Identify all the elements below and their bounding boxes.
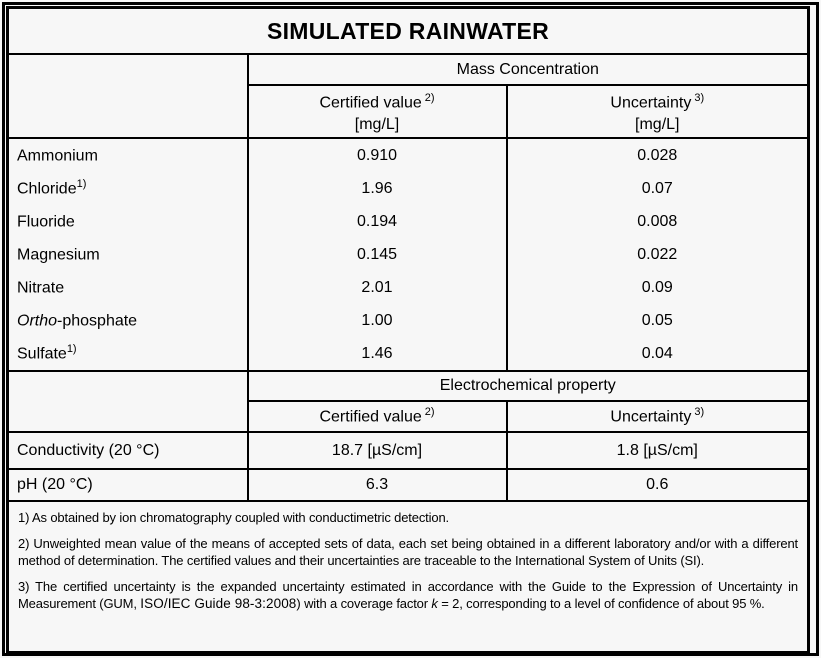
analyte-name: Fluoride xyxy=(17,213,75,231)
certified-value: 1.00 xyxy=(246,304,507,337)
footnote-ref-2: 2) xyxy=(424,406,435,419)
table-row-chloride: Chloride1) 1.96 0.07 xyxy=(8,172,809,205)
footnote-2: 2) Unweighted mean value of the means of… xyxy=(18,536,799,568)
uncertainty-value: 1.8 [µS/cm] xyxy=(505,431,809,469)
certified-value: 0.910 xyxy=(246,137,507,172)
footnotes-section: 1) As obtained by ion chromatography cou… xyxy=(7,500,809,653)
iso-guide-reference: ISO/IEC Guide 98-3:2008 xyxy=(140,596,297,611)
uncertainty-value: 0.008 xyxy=(505,205,809,238)
analyte-name: Sulfate1) xyxy=(17,343,77,363)
property-name: pH (20 °C) xyxy=(7,468,248,501)
certified-value: 1.46 xyxy=(246,337,507,371)
certified-value: 18.7 [µS/cm] xyxy=(246,431,507,469)
analyte-name: Ortho-phosphate xyxy=(17,312,138,330)
electro-subheader-row: Certified value 2) Uncertainty 3) xyxy=(8,400,809,432)
footnote-3: 3) The certified uncertainty is the expa… xyxy=(18,579,799,611)
property-name: Conductivity (20 °C) xyxy=(7,431,248,469)
table-row-sulfate: Sulfate1) 1.46 0.04 xyxy=(8,337,809,371)
table-row-conductivity: Conductivity (20 °C) 18.7 [µS/cm] 1.8 [µ… xyxy=(7,431,809,469)
empty-corner-cell xyxy=(7,370,248,432)
uncertainty-value: 0.028 xyxy=(505,137,809,172)
uncertainty-value: 0.09 xyxy=(505,271,809,304)
certified-value: 2.01 xyxy=(246,271,507,304)
electrochemical-property-header: Electrochemical property xyxy=(246,370,809,401)
table-row-nitrate: Nitrate 2.01 0.09 xyxy=(8,271,809,304)
table-row-fluoride: Fluoride 0.194 0.008 xyxy=(8,205,809,238)
certified-value-unit: [mg/L] xyxy=(354,116,400,134)
uncertainty-label: Uncertainty xyxy=(610,408,692,426)
uncertainty-value: 0.022 xyxy=(505,238,809,271)
table-row-ammonium: Ammonium 0.910 0.028 xyxy=(7,137,809,172)
footnote-ref-1: 1) xyxy=(66,343,77,356)
mass-subheader-row: Certified value 2) [mg/L] Uncertainty 3) [… xyxy=(8,84,809,138)
coverage-factor-k: k xyxy=(431,596,438,611)
page-title: SIMULATED RAINWATER xyxy=(266,17,550,44)
footnote-ref-2: 2) xyxy=(424,91,435,104)
footnote-ref-3: 3) xyxy=(694,406,705,419)
table-row-ortho-phosphate: Ortho-phosphate 1.00 0.05 xyxy=(8,304,809,337)
uncertainty-unit: [mg/L] xyxy=(635,116,680,134)
table-row-ph: pH (20 °C) 6.3 0.6 xyxy=(7,468,809,501)
mass-certified-value-header: Certified value 2) [mg/L] xyxy=(246,84,507,138)
certified-value-label: Certified value xyxy=(319,94,422,112)
uncertainty-value: 0.07 xyxy=(505,172,809,205)
certificate-table: SIMULATED RAINWATER Mass Concentration C… xyxy=(6,6,811,654)
uncertainty-value: 0.04 xyxy=(505,337,809,371)
electro-section-header-row: Electrochemical property xyxy=(7,370,809,432)
electro-certified-value-header: Certified value 2) xyxy=(246,400,507,432)
electro-uncertainty-header: Uncertainty 3) xyxy=(505,400,809,432)
analyte-name: Ammonium xyxy=(7,137,248,172)
footnote-ref-1: 1) xyxy=(76,178,87,191)
certified-value-label: Certified value xyxy=(319,408,422,426)
footnotes-row: 1) As obtained by ion chromatography cou… xyxy=(7,500,809,653)
empty-corner-cell xyxy=(7,53,248,138)
uncertainty-label: Uncertainty xyxy=(610,94,692,112)
uncertainty-value: 0.6 xyxy=(505,468,809,501)
footnote-ref-3: 3) xyxy=(694,91,705,104)
analyte-name: Chloride1) xyxy=(17,178,87,198)
analyte-name: Nitrate xyxy=(17,279,65,297)
table-row-magnesium: Magnesium 0.145 0.022 xyxy=(8,238,809,271)
mass-concentration-header: Mass Concentration xyxy=(246,53,809,85)
certified-value: 1.96 xyxy=(246,172,507,205)
uncertainty-value: 0.05 xyxy=(505,304,809,337)
certified-value: 0.145 xyxy=(246,238,507,271)
mass-section-header-row: Mass Concentration xyxy=(7,53,809,138)
title-row: SIMULATED RAINWATER xyxy=(8,8,809,55)
footnote-1: 1) As obtained by ion chromatography cou… xyxy=(18,510,450,525)
analyte-name: Magnesium xyxy=(17,246,100,264)
mass-uncertainty-header: Uncertainty 3) [mg/L] xyxy=(505,84,809,138)
certified-value: 0.194 xyxy=(246,205,507,238)
certified-value: 6.3 xyxy=(246,468,507,501)
